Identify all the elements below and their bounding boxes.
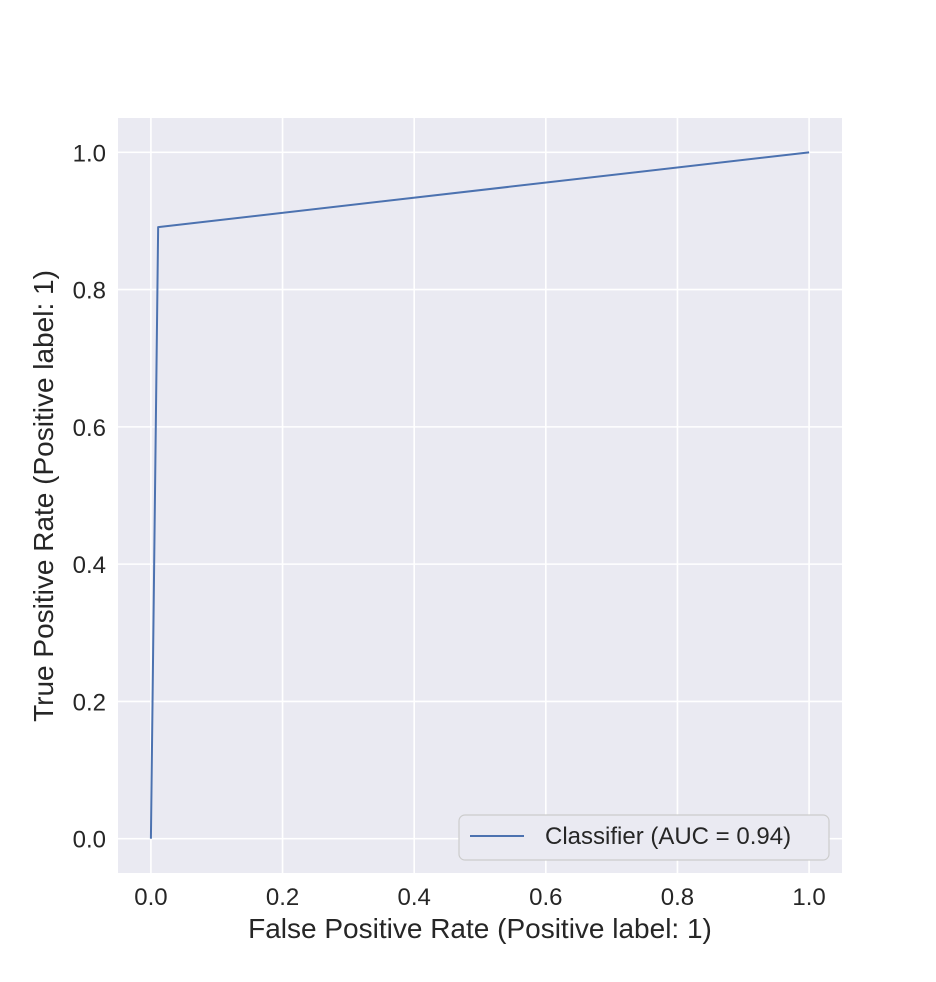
y-axis-label: True Positive Rate (Positive label: 1) [28,270,59,722]
x-grid-lines [150,118,810,873]
x-tick-label: 0.2 [266,884,299,911]
series-layer [149,151,810,839]
x-tick-labels: 0.0 0.2 0.4 0.6 0.8 1.0 [134,884,826,911]
legend-label-classifier: Classifier (AUC = 0.94) [545,823,791,850]
y-tick-label: 1.0 [73,140,106,167]
x-tick-label: 0.8 [661,884,694,911]
x-tick-label: 0.0 [134,884,167,911]
x-tick-label: 0.4 [397,884,430,911]
y-tick-label: 0.8 [73,278,106,305]
roc-curve-line [149,151,810,839]
x-tick-label: 1.0 [792,884,825,911]
plot-area [118,118,842,873]
y-tick-labels: 0.0 0.2 0.4 0.6 0.8 1.0 [73,140,106,853]
y-tick-label: 0.4 [73,552,106,579]
y-tick-label: 0.2 [73,689,106,716]
y-tick-label: 0.6 [73,415,106,442]
y-tick-label: 0.0 [73,827,106,854]
legend: Classifier (AUC = 0.94) [458,814,830,861]
legend-box [458,814,830,861]
x-tick-label: 0.6 [529,884,562,911]
x-axis-label: False Positive Rate (Positive label: 1) [248,913,712,944]
